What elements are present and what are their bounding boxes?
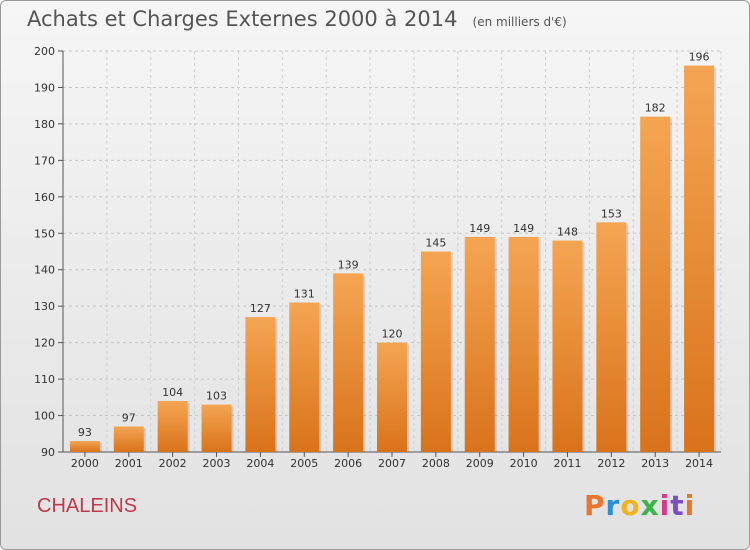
value-label: 127 xyxy=(250,302,271,315)
value-label: 182 xyxy=(645,102,666,115)
x-tick-label: 2008 xyxy=(422,457,450,470)
value-label: 93 xyxy=(78,426,92,439)
x-tick-label: 2010 xyxy=(510,457,538,470)
x-tick-label: 2012 xyxy=(597,457,625,470)
title-row: Achats et Charges Externes 2000 à 2014 (… xyxy=(27,7,567,31)
x-tick-label: 2004 xyxy=(246,457,274,470)
x-tick-label: 2011 xyxy=(553,457,581,470)
logo-letter: o xyxy=(620,489,641,522)
logo-letter: x xyxy=(640,489,660,522)
value-label: 97 xyxy=(122,411,136,424)
bars xyxy=(69,65,717,453)
bar-2001 xyxy=(113,426,144,452)
value-label: 139 xyxy=(338,258,359,271)
bar-2011 xyxy=(552,240,583,452)
proxiti-logo[interactable]: Proxiti xyxy=(584,489,695,522)
x-tick-label: 2007 xyxy=(378,457,406,470)
bar-2005 xyxy=(289,302,320,452)
value-label: 148 xyxy=(557,226,578,239)
x-tick-label: 2000 xyxy=(71,457,99,470)
commune-name: CHALEINS xyxy=(37,495,138,517)
bar-2014 xyxy=(684,65,715,452)
bar-2007 xyxy=(377,342,407,452)
y-tick-label: 150 xyxy=(34,227,55,240)
logo-letter: i xyxy=(684,489,696,522)
value-label: 104 xyxy=(162,386,183,399)
logo-letter: P xyxy=(584,489,606,522)
labels: 93 2000 97 2001 104 2002 103 2003 127 2004 131 2005… xyxy=(71,51,713,470)
y-tick-label: 180 xyxy=(34,118,55,131)
bar-2004 xyxy=(245,317,276,452)
value-label: 196 xyxy=(689,51,710,64)
y-tick-label: 140 xyxy=(34,264,55,277)
y-tick-label: 200 xyxy=(34,45,55,58)
logo-letter: r xyxy=(605,489,621,522)
chart-unit: (en milliers d'€) xyxy=(472,15,567,29)
bar-2002 xyxy=(157,400,188,452)
bar-2012 xyxy=(596,222,627,452)
bar-2006 xyxy=(333,273,364,452)
logo-letter: i xyxy=(659,489,671,522)
value-label: 103 xyxy=(206,390,227,403)
y-tick-label: 130 xyxy=(34,300,55,313)
x-tick-label: 2006 xyxy=(334,457,362,470)
value-label: 145 xyxy=(425,237,446,250)
x-tick-label: 2002 xyxy=(159,457,187,470)
bar-2010 xyxy=(508,236,539,452)
y-tick-label: 110 xyxy=(34,373,55,386)
y-tick-label: 100 xyxy=(34,410,55,423)
bar-2003 xyxy=(201,404,232,452)
value-label: 149 xyxy=(513,222,534,235)
y-tick-label: 90 xyxy=(41,446,55,459)
chart-title: Achats et Charges Externes 2000 à 2014 xyxy=(27,7,458,31)
x-tick-label: 2001 xyxy=(115,457,143,470)
bar-2008 xyxy=(420,251,451,452)
value-label: 131 xyxy=(294,288,315,301)
value-label: 149 xyxy=(469,222,490,235)
y-tick-label: 160 xyxy=(34,191,55,204)
bar-2000 xyxy=(69,441,100,452)
y-tick-label: 120 xyxy=(34,337,55,350)
value-label: 120 xyxy=(382,328,403,341)
bar-2013 xyxy=(640,116,671,453)
y-tick-label: 170 xyxy=(34,154,55,167)
x-tick-label: 2014 xyxy=(685,457,713,470)
x-tick-label: 2005 xyxy=(290,457,318,470)
bar-2009 xyxy=(464,236,495,452)
x-tick-label: 2009 xyxy=(466,457,494,470)
x-tick-label: 2013 xyxy=(641,457,669,470)
y-tick-label: 190 xyxy=(34,81,55,94)
value-label: 153 xyxy=(601,207,622,220)
x-tick-label: 2003 xyxy=(203,457,231,470)
logo-letter: t xyxy=(670,489,685,522)
